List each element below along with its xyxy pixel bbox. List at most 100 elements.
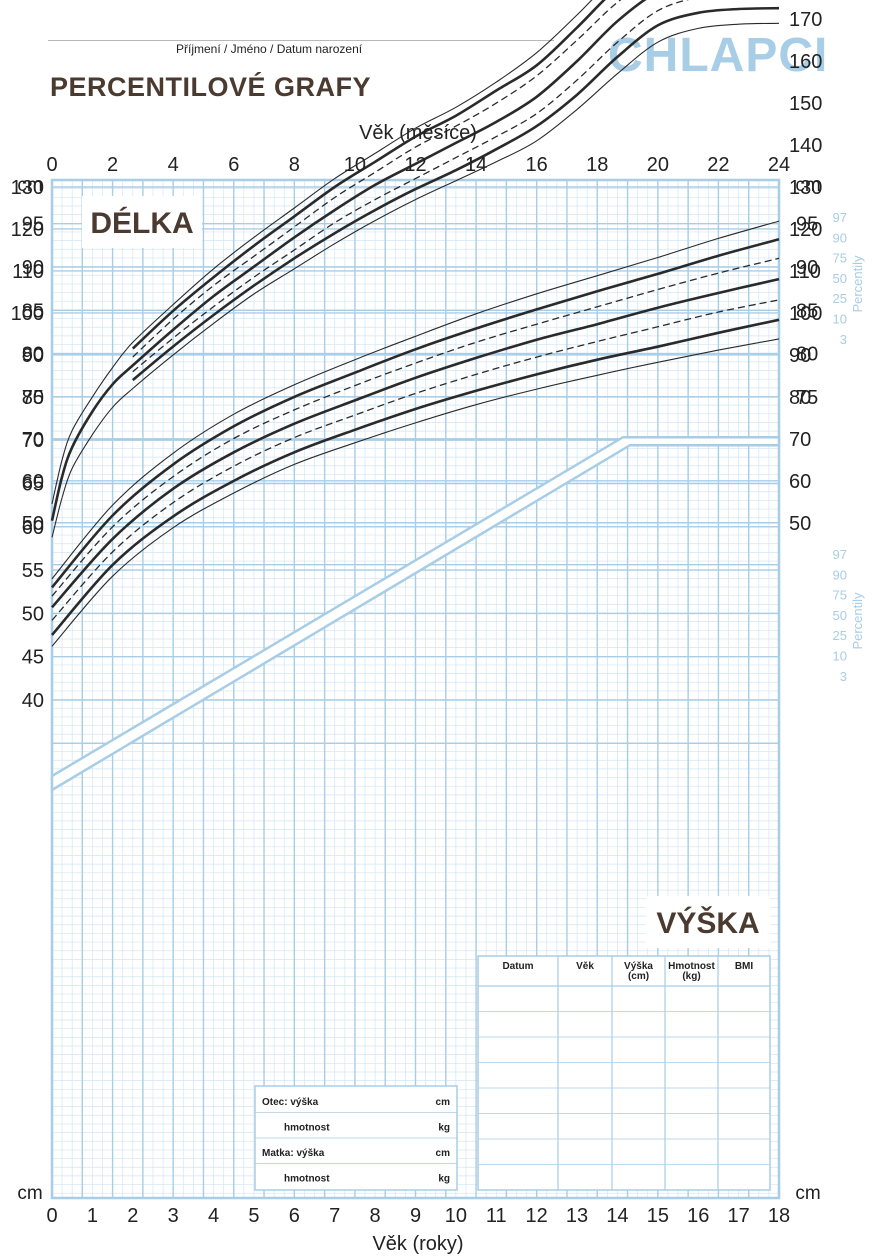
height-right-tick: 120 <box>789 219 822 241</box>
length-right-tick: 90 <box>796 257 818 279</box>
header-fields-label: Příjmení / Jméno / Datum narození <box>176 42 363 56</box>
length-label-box <box>82 196 202 248</box>
percentile-label: 90 <box>833 230 847 245</box>
month-tick-label: 0 <box>46 154 57 176</box>
month-tick-label: 14 <box>465 154 487 176</box>
year-tick-label: 0 <box>46 1205 57 1227</box>
month-tick-label: 12 <box>404 154 426 176</box>
length-right-tick: 75 <box>796 387 818 409</box>
length-curves <box>51 220 780 647</box>
table-header-cell: Datum <box>502 961 533 972</box>
height-right-tick: 60 <box>789 471 811 493</box>
parents-field-label: Matka: výška <box>262 1148 325 1159</box>
top-axis-title: Věk (měsíce) <box>359 122 477 144</box>
year-tick-label: 10 <box>445 1205 467 1227</box>
length-left-tick: 90 <box>22 257 44 279</box>
plot-frame <box>50 178 781 1200</box>
height-curves <box>50 0 780 538</box>
height-p3-curve <box>51 22 780 538</box>
height-label-box <box>646 896 770 948</box>
table-header-cell: BMI <box>735 961 754 972</box>
table-header-cell: Výška (cm) <box>624 961 653 982</box>
percentile-label: 25 <box>833 628 847 643</box>
height-right-tick: 100 <box>789 303 822 325</box>
length-right-tick: 85 <box>796 300 818 322</box>
percentile-label: 75 <box>833 251 847 266</box>
height-left-tick: 100 <box>11 303 44 325</box>
month-tick-label: 24 <box>768 154 790 176</box>
percentile-label: 75 <box>833 588 847 603</box>
parents-field-label: hmotnost <box>284 1174 330 1185</box>
parents-field-unit: cm <box>436 1148 451 1159</box>
unit-label-top-right: cm <box>795 175 820 196</box>
height-right-tick: 90 <box>789 345 811 367</box>
percentily-label: Percentily <box>850 255 865 313</box>
height-right-tick: 80 <box>789 387 811 409</box>
length-right-tick: 95 <box>796 214 818 236</box>
year-tick-label: 9 <box>410 1205 421 1227</box>
percentile-label: 97 <box>833 210 847 225</box>
percentile-label: 25 <box>833 291 847 306</box>
height-right-tick: 160 <box>789 51 822 73</box>
length-p10-curve <box>51 318 780 636</box>
grid-major <box>51 180 780 1198</box>
length-left-tick: 80 <box>22 344 44 366</box>
year-tick-label: 5 <box>248 1205 259 1227</box>
parents-field-unit: kg <box>438 1123 450 1134</box>
header-name-line <box>48 40 554 41</box>
year-tick-label: 12 <box>526 1205 548 1227</box>
length-left-tick: 55 <box>22 560 44 582</box>
height-p90-curve <box>131 0 606 350</box>
year-tick-label: 2 <box>127 1205 138 1227</box>
unit-label-bottom-left: cm <box>17 1183 42 1204</box>
length-left-tick: 95 <box>22 214 44 236</box>
month-tick-label: 2 <box>107 154 118 176</box>
height-p75-curve <box>132 0 622 358</box>
year-tick-label: 4 <box>208 1205 219 1227</box>
height-left-tick: 60 <box>22 471 44 493</box>
parents-field-unit: kg <box>438 1174 450 1185</box>
year-tick-label: 15 <box>647 1205 669 1227</box>
month-tick-label: 16 <box>526 154 548 176</box>
length-left-tick: 45 <box>22 647 44 669</box>
month-tick-label: 10 <box>344 154 366 176</box>
height-p97-curve <box>51 0 593 505</box>
length-p90-curve <box>51 238 780 589</box>
parents-box: Otec: výška cm hmotnost kg Matka: výška cm hmo… <box>254 1085 458 1191</box>
length-p50-curve <box>51 277 780 609</box>
height-left-tick: 50 <box>22 513 44 535</box>
year-tick-label: 6 <box>289 1205 300 1227</box>
percentile-label: 97 <box>833 547 847 562</box>
table-header-cell: Věk <box>576 961 594 972</box>
height-left-tick: 90 <box>22 345 44 367</box>
length-left-tick: 40 <box>22 690 44 712</box>
month-tick-label: 22 <box>707 154 729 176</box>
height-right-tick: 170 <box>789 9 822 31</box>
height-left-tick: 130 <box>11 177 44 199</box>
height-right-tick: 110 <box>789 261 821 283</box>
percentile-label: 10 <box>833 312 847 327</box>
month-tick-label: 8 <box>289 154 300 176</box>
length-left-tick: 60 <box>22 517 44 539</box>
unit-label-top-left: cm <box>17 175 42 196</box>
length-p97-curve <box>51 220 780 580</box>
panel-divider <box>50 435 781 793</box>
length-right-tick: 80 <box>796 344 818 366</box>
parents-field-unit: cm <box>436 1097 451 1108</box>
year-tick-label: 13 <box>566 1205 588 1227</box>
parents-field-label: Otec: výška <box>262 1097 319 1108</box>
height-p50-curve <box>50 0 647 521</box>
height-right-tick: 140 <box>789 135 822 157</box>
height-percentile-legend: 97 90 75 50 25 10 3 Percentily <box>833 547 865 684</box>
year-tick-label: 14 <box>606 1205 628 1227</box>
height-right-tick: 150 <box>789 93 822 115</box>
table-header-cell: Hmotnost (kg) <box>668 961 715 982</box>
length-panel-label: DÉLKA <box>90 206 193 240</box>
percentile-label: 3 <box>840 669 847 684</box>
year-tick-label: 18 <box>768 1205 790 1227</box>
length-left-tick: 65 <box>22 474 44 496</box>
page-title: PERCENTILOVÉ GRAFY <box>50 72 372 102</box>
record-table: Datum Věk Výška (cm) Hmotnost (kg) BMI <box>477 955 771 1191</box>
percentile-label: 50 <box>833 271 847 286</box>
